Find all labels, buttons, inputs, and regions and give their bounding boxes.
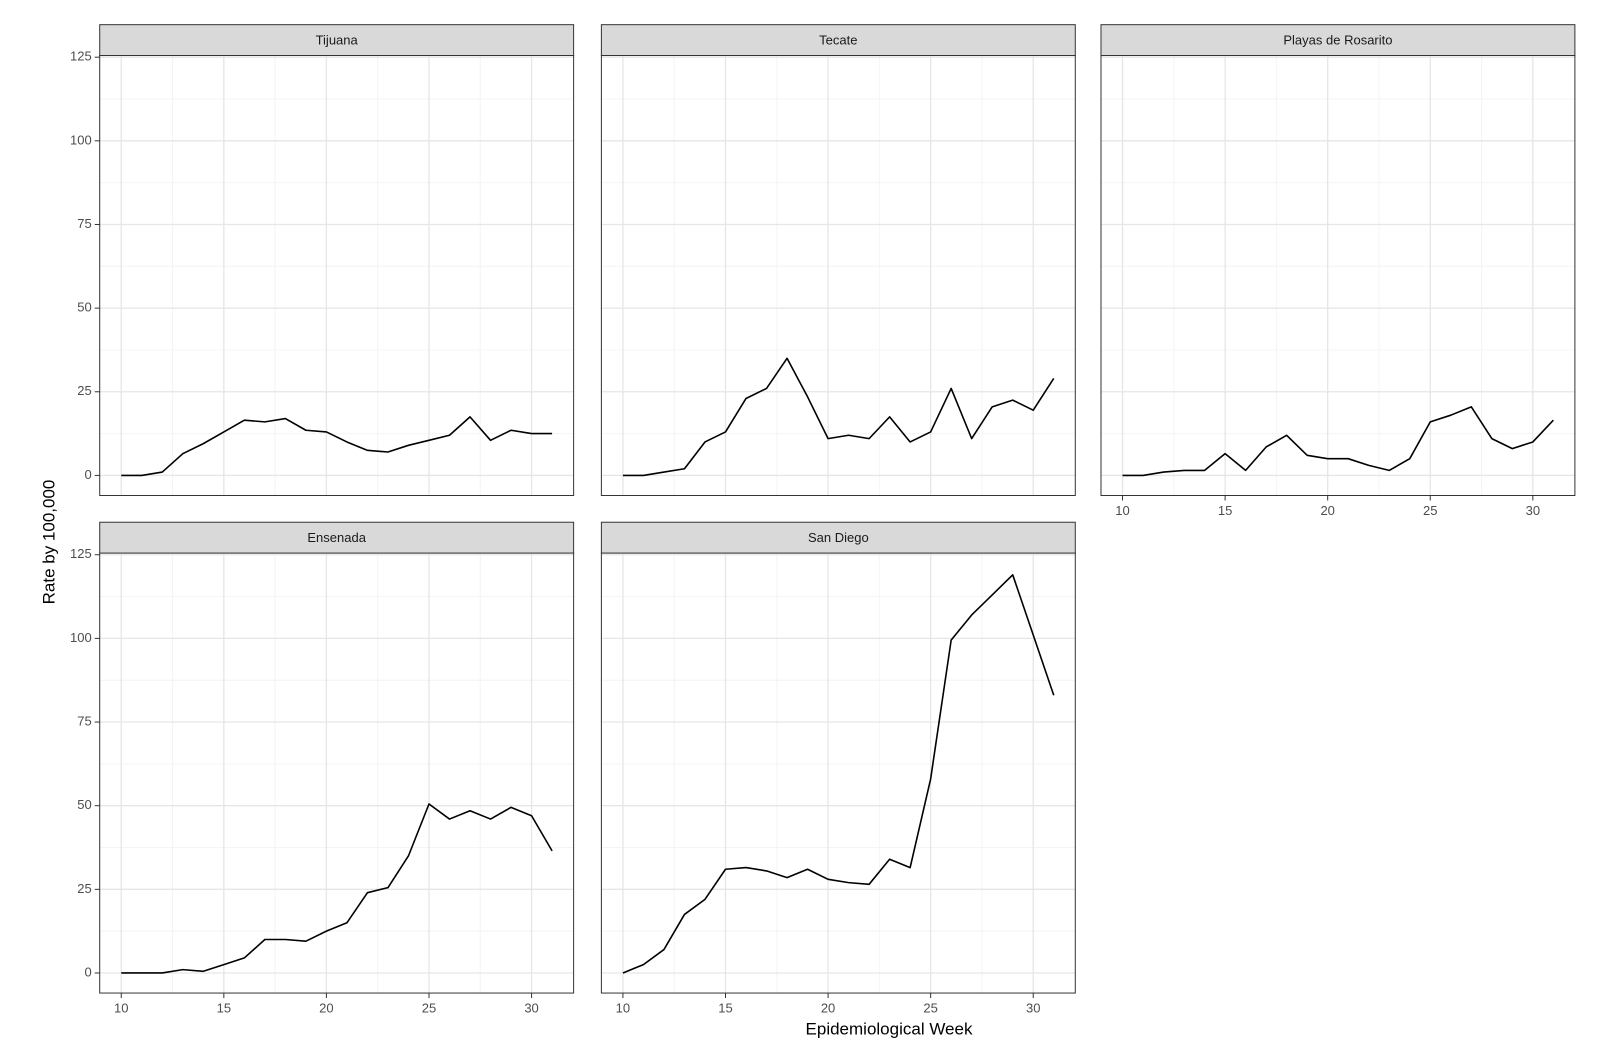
x-tick-label: 15 [217,1000,231,1015]
strip [1100,24,1576,57]
panel-background [99,553,574,994]
strip [600,521,1076,554]
y-tick-label: 25 [77,881,91,896]
x-tick-label: 30 [1026,1000,1040,1015]
x-tick-label: 30 [524,1000,538,1015]
x-tick-label: 15 [1218,503,1232,518]
x-tick-label: 20 [1320,503,1334,518]
y-tick-label: 125 [70,546,92,561]
y-tick-label: 75 [77,713,91,728]
panel-background [1100,55,1575,496]
data-line [121,416,553,477]
data-line [121,803,553,974]
data-line [1122,406,1554,477]
strip [600,24,1076,57]
x-tick-label: 15 [718,1000,732,1015]
panel-background [99,55,574,496]
y-tick-label: 75 [77,216,91,231]
y-axis-title: Rate by 100,000 [39,480,58,605]
strip-title: Tecate [819,33,857,48]
y-tick-label: 125 [70,49,92,64]
y-tick-label: 25 [77,383,91,398]
y-tick-label: 50 [77,300,91,315]
strip [99,521,575,554]
y-tick-label: 0 [84,467,91,482]
x-axis-title: Epidemiological Week [806,1019,973,1038]
x-tick-label: 10 [616,1000,630,1015]
x-tick-label: 25 [422,1000,436,1015]
x-tick-label: 20 [821,1000,835,1015]
x-tick-label: 25 [1423,503,1437,518]
panel-background [601,553,1076,994]
x-tick-label: 10 [114,1000,128,1015]
x-tick-label: 25 [923,1000,937,1015]
data-line [622,574,1055,974]
x-tick-label: 10 [1115,503,1129,518]
x-tick-label: 20 [319,1000,333,1015]
strip-title: Tijuana [316,33,359,48]
y-tick-label: 100 [70,630,92,645]
panel-background [601,55,1076,496]
data-line [622,357,1055,477]
strip [99,24,575,57]
y-tick-label: 100 [70,132,92,147]
strip-title: Ensenada [307,530,366,545]
strip-title: Playas de Rosarito [1283,33,1392,48]
x-tick-label: 30 [1526,503,1540,518]
strip-title: San Diego [808,530,869,545]
y-tick-label: 0 [84,964,91,979]
y-tick-label: 50 [77,797,91,812]
